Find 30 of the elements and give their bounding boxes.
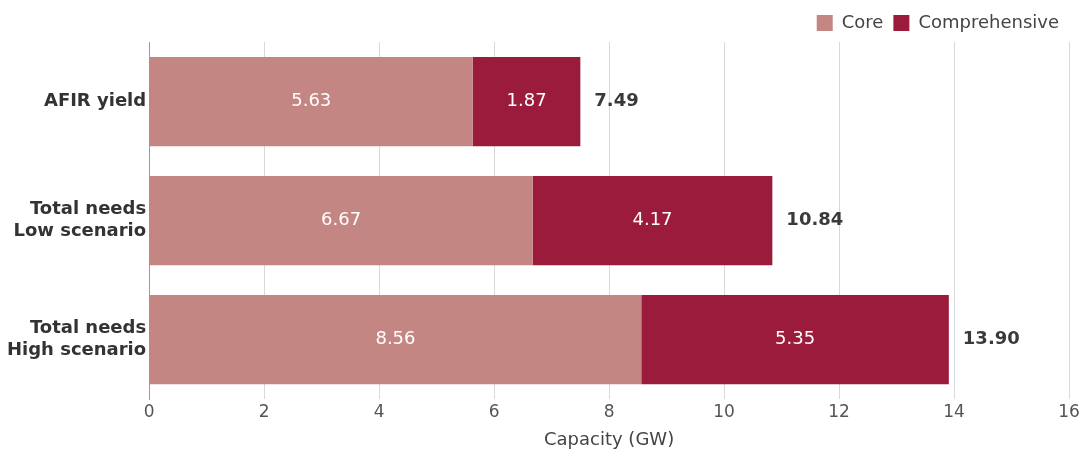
x-tick-label: 14 bbox=[943, 400, 965, 421]
x-axis-title: Capacity (GW) bbox=[543, 427, 675, 449]
legend-label: Comprehensive bbox=[918, 10, 1060, 32]
data-label: 4.17 bbox=[632, 208, 673, 230]
x-tick-label: 8 bbox=[603, 400, 615, 421]
bar bbox=[532, 175, 773, 266]
data-label: 5.63 bbox=[291, 89, 332, 111]
y-tick-label: Total needs Low scenario bbox=[13, 197, 147, 240]
bar bbox=[149, 56, 473, 147]
bar bbox=[641, 294, 949, 385]
x-tick-label: 4 bbox=[373, 400, 385, 421]
x-tick-label: 6 bbox=[488, 400, 500, 421]
data-label: 6.67 bbox=[321, 208, 362, 230]
data-label: 1.87 bbox=[506, 89, 547, 111]
data-label: 8.56 bbox=[375, 327, 416, 349]
x-tick-label: 12 bbox=[828, 400, 850, 421]
data-label: 5.35 bbox=[775, 327, 816, 349]
bar bbox=[149, 175, 533, 266]
total-label: 7.49 bbox=[594, 89, 639, 111]
bar bbox=[149, 294, 642, 385]
bar bbox=[472, 56, 581, 147]
x-tick-label: 0 bbox=[143, 400, 155, 421]
y-tick-label: AFIR yield bbox=[43, 89, 147, 111]
x-tick-label: 2 bbox=[258, 400, 270, 421]
total-label: 13.90 bbox=[962, 327, 1020, 349]
x-tick-label: 16 bbox=[1058, 400, 1080, 421]
legend-label: Core bbox=[841, 10, 884, 32]
x-tick-label: 10 bbox=[713, 400, 735, 421]
y-tick-label: Total needs High scenario bbox=[6, 316, 147, 359]
total-label: 10.84 bbox=[786, 208, 844, 230]
